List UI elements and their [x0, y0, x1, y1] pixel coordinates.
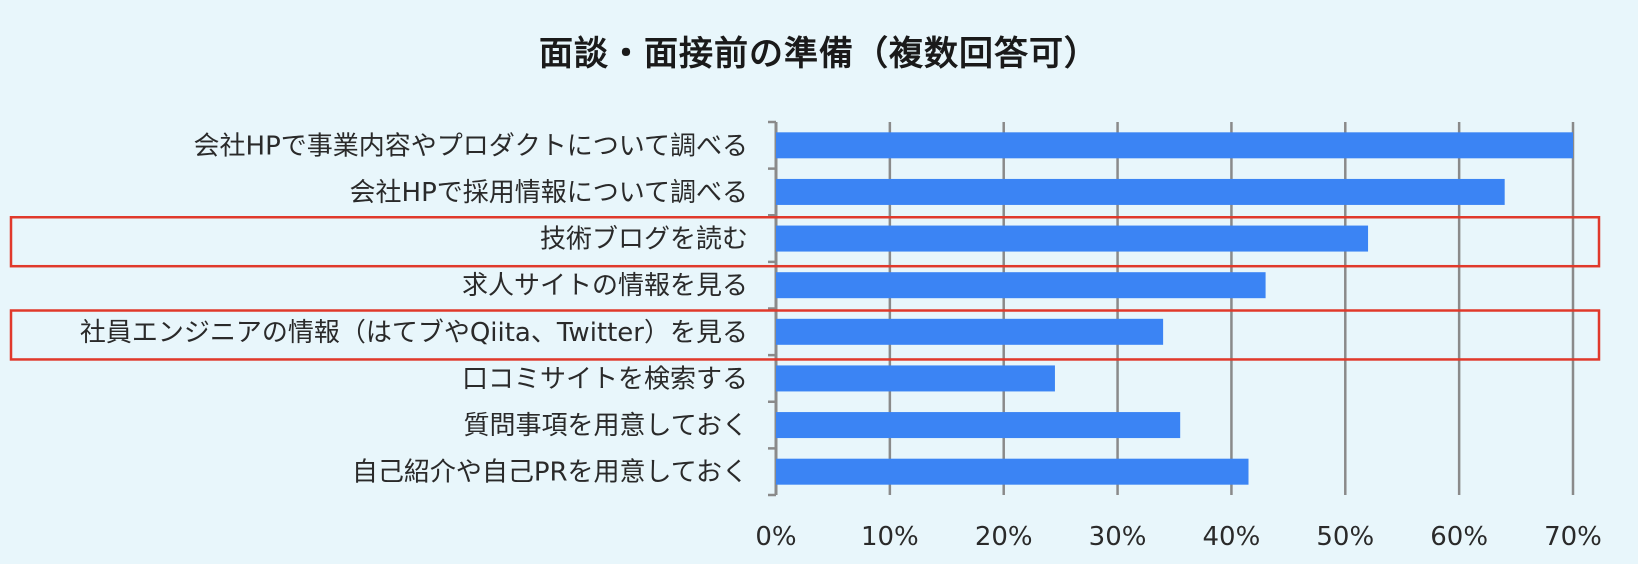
x-tick-label: 40% — [1203, 522, 1261, 552]
x-tick-label: 10% — [861, 522, 919, 552]
bar — [776, 365, 1055, 392]
bar — [776, 318, 1164, 345]
category-label: 自己紹介や自己PRを用意しておく — [352, 458, 748, 488]
category-label: 求人サイトの情報を見る — [462, 271, 748, 301]
bar — [776, 412, 1181, 439]
bar — [776, 225, 1369, 252]
bar — [776, 272, 1266, 299]
highlight-box — [9, 216, 1601, 268]
category-label: 技術ブログを読む — [540, 225, 748, 255]
x-tick-label: 30% — [1089, 522, 1147, 552]
x-tick-label: 60% — [1430, 522, 1488, 552]
category-label: 口コミサイトを検索する — [462, 364, 748, 394]
x-tick-label: 70% — [1544, 522, 1602, 552]
chart-title: 面談・面接前の準備（複数回答可） — [539, 34, 1099, 74]
highlight-box — [9, 309, 1601, 361]
category-label: 社員エンジニアの情報（はてブやQiita、Twitter）を見る — [80, 318, 748, 348]
x-tick-label: 0% — [755, 522, 796, 552]
bar — [776, 178, 1505, 205]
bar — [776, 458, 1249, 485]
bar — [776, 132, 1573, 159]
category-label: 質問事項を用意しておく — [464, 411, 748, 441]
category-label: 会社HPで事業内容やプロダクトについて調べる — [194, 131, 748, 161]
x-tick-label: 50% — [1316, 522, 1374, 552]
category-label: 会社HPで採用情報について調べる — [350, 178, 748, 208]
x-tick-label: 20% — [975, 522, 1033, 552]
